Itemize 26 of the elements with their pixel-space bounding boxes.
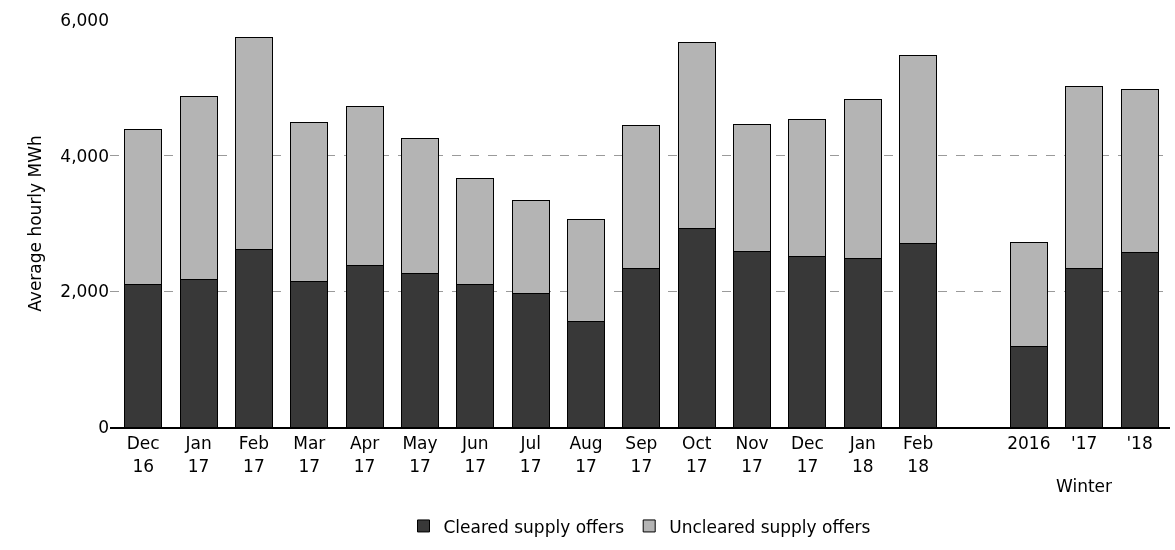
- x-tick-label: Feb 17: [238, 433, 269, 476]
- x-tick-label: Mar 17: [293, 433, 326, 476]
- x-tick-label: '18: [1126, 433, 1153, 454]
- x-tick-label: '17: [1071, 433, 1098, 454]
- legend-label: Cleared supply offers: [443, 516, 625, 537]
- x-tick-label: Sep 17: [625, 433, 658, 476]
- x-tick-label: Jun 17: [461, 433, 489, 476]
- y-tick-label: 6,000: [60, 9, 109, 30]
- x-tick-label: 2016: [1007, 433, 1051, 454]
- x-tick-label: Jul 17: [519, 433, 542, 476]
- legend-label: Uncleared supply offers: [669, 516, 871, 537]
- x-tick-label: Aug 17: [569, 433, 603, 476]
- x-tick-label: Dec 17: [790, 433, 824, 476]
- x-tick-label: Feb 18: [903, 433, 934, 476]
- x-tick-label: Apr 17: [349, 433, 380, 476]
- x-tick-label: Nov 17: [735, 433, 769, 476]
- text: Winter: [1056, 476, 1113, 496]
- x-tick-label: Dec 16: [126, 433, 160, 476]
- y-tick-label: 0: [98, 416, 109, 437]
- y-tick-label: 2,000: [60, 281, 109, 302]
- x-tick-label: Jan 18: [848, 433, 876, 476]
- x-tick-label: May 17: [402, 433, 438, 476]
- y-axis-title: Average hourly MWh: [24, 135, 45, 312]
- x-tick-label: Jan 17: [184, 433, 212, 476]
- x-tick-label: Oct 17: [682, 433, 712, 476]
- y-tick-label: 4,000: [60, 145, 109, 166]
